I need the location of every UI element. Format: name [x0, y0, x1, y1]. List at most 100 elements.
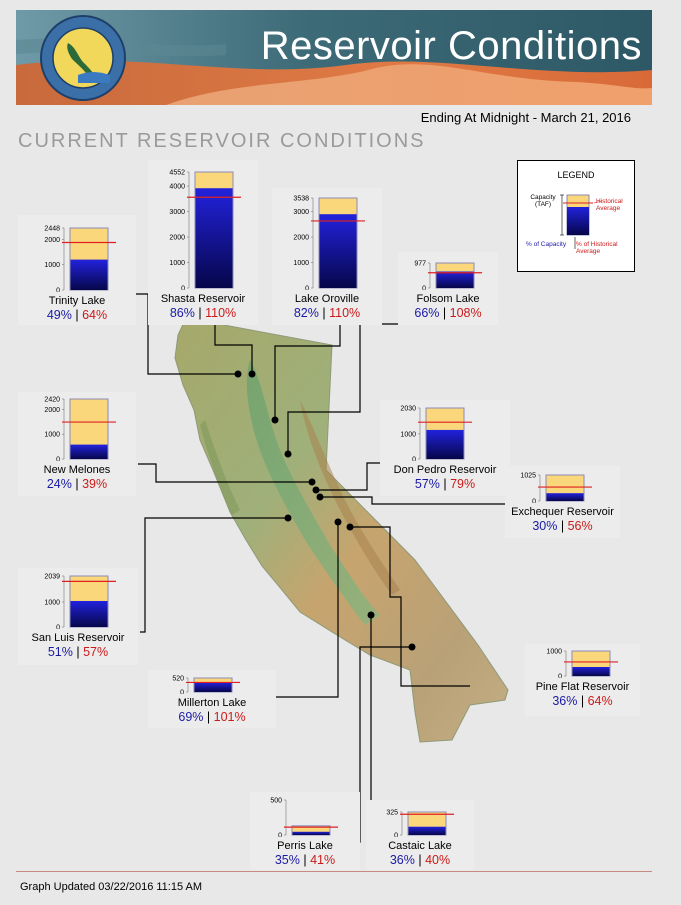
y-tick-label: 0 — [305, 286, 309, 291]
percent-of-historical-average: 56% — [567, 519, 593, 533]
legend-title: LEGEND — [557, 170, 595, 180]
percent-of-historical-average: 108% — [449, 306, 482, 320]
reservoir-card-don-pedro-reservoir: 0 1000 2030 Don Pedro Reservoir 57% | 79% — [380, 400, 510, 496]
reservoir-bar-chart: 0 1000 2000 2448 — [44, 226, 116, 293]
reservoir-percentages: 82% | 110% — [272, 306, 382, 320]
percent-of-historical-average: 79% — [450, 477, 476, 491]
reservoir-percentages: 51% | 57% — [18, 645, 138, 659]
report-date: Ending At Midnight - March 21, 2016 — [420, 110, 631, 125]
reservoir-bar-chart: 0 500 — [270, 798, 338, 838]
percent-of-capacity: 66% — [414, 306, 440, 320]
reservoir-card-pine-flat-reservoir: 0 1000 Pine Flat Reservoir 36% | 64% — [525, 644, 640, 716]
y-tick-label: 325 — [386, 810, 398, 817]
reservoir-card-folsom-lake: 0 977 Folsom Lake 66% | 108% — [398, 252, 498, 325]
storage-bar — [70, 444, 108, 459]
y-tick-label: 0 — [278, 833, 282, 838]
separator: | — [439, 306, 450, 320]
percent-of-capacity: 49% — [46, 308, 72, 322]
banner-title: Reservoir Conditions — [260, 24, 642, 68]
y-tick-label: 0 — [56, 457, 60, 462]
reservoir-percentages: 36% | 40% — [366, 853, 474, 867]
y-tick-label: 2000 — [44, 407, 60, 414]
y-tick-label: 2420 — [44, 397, 60, 404]
percent-of-historical-average: 40% — [425, 853, 451, 867]
dwr-seal-logo — [40, 15, 126, 101]
reservoir-percentages: 36% | 64% — [525, 694, 640, 708]
y-tick-label: 2039 — [44, 574, 60, 581]
reservoir-name: New Melones — [43, 464, 111, 476]
header-banner: Reservoir Conditions — [16, 10, 652, 105]
reservoir-percentages: 66% | 108% — [398, 306, 498, 320]
footer-divider — [16, 871, 652, 872]
reservoir-percentages: 57% | 79% — [380, 477, 510, 491]
y-tick-label: 1000 — [44, 599, 60, 606]
percent-of-historical-average: 64% — [587, 694, 613, 708]
reservoir-percentages: 86% | 110% — [148, 306, 258, 320]
y-tick-label: 2000 — [169, 235, 185, 242]
y-tick-label: 1025 — [520, 473, 536, 480]
reservoir-name: Don Pedro Reservoir — [393, 464, 497, 476]
legend-capacity-label: Capacity (TAF) — [530, 194, 556, 208]
y-tick-label: 3000 — [169, 209, 185, 216]
y-tick-label: 0 — [394, 833, 398, 838]
reservoir-name: Shasta Reservoir — [160, 293, 246, 305]
storage-bar — [546, 493, 584, 501]
y-tick-label: 2000 — [44, 237, 60, 244]
reservoir-name: Perris Lake — [277, 840, 333, 852]
reservoir-card-castaic-lake: 0 325 Castaic Lake 36% | 40% — [366, 800, 474, 870]
separator: | — [72, 645, 84, 659]
y-tick-label: 520 — [172, 676, 184, 683]
reservoir-card-exchequer-reservoir: 0 1025 Exchequer Reservoir 30% | 56% — [505, 466, 620, 538]
storage-bar — [70, 259, 108, 290]
y-tick-label: 3000 — [293, 209, 309, 216]
reservoir-bar-chart: 0 977 — [414, 261, 482, 290]
reservoir-percentages: 30% | 56% — [505, 519, 620, 533]
percent-of-historical-average: 57% — [83, 645, 109, 659]
reservoir-bar-chart: 0 1000 2000 3000 3538 — [293, 196, 365, 291]
percent-of-capacity: 51% — [47, 645, 73, 659]
y-tick-label: 4000 — [169, 184, 185, 191]
reservoir-bar-chart: 0 1000 2039 — [44, 574, 116, 629]
separator: | — [71, 308, 83, 322]
storage-bar — [319, 214, 357, 288]
y-tick-label: 0 — [181, 286, 185, 291]
legend-pct-historical-label: % of Historical Average — [576, 241, 618, 255]
reservoir-bar-chart: 0 520 — [172, 676, 240, 694]
graph-updated-timestamp: Graph Updated 03/22/2016 11:15 AM — [20, 881, 203, 893]
legend: LEGEND Capacity (TAF) Historical Average… — [517, 160, 635, 272]
y-tick-label: 1000 — [169, 260, 185, 267]
reservoir-percentages: 35% | 41% — [250, 853, 360, 867]
percent-of-capacity: 30% — [532, 519, 558, 533]
reservoir-percentages: 49% | 64% — [18, 308, 136, 322]
reservoir-name: Folsom Lake — [416, 293, 480, 305]
storage-bar — [194, 682, 232, 692]
y-tick-label: 2448 — [44, 226, 60, 233]
reservoir-bar-chart: 0 325 — [386, 810, 454, 838]
separator: | — [439, 477, 451, 491]
percent-of-historical-average: 110% — [329, 306, 361, 320]
y-tick-label: 500 — [270, 798, 282, 805]
reservoir-bar-chart: 0 1000 — [546, 649, 618, 678]
reservoir-card-trinity-lake: 0 1000 2000 2448 Trinity Lake 49% | 64% — [18, 215, 136, 325]
percent-of-capacity: 57% — [414, 477, 440, 491]
y-tick-label: 0 — [532, 499, 536, 504]
y-tick-label: 1000 — [400, 431, 416, 438]
reservoir-bar-chart: 0 1000 2030 — [400, 406, 472, 461]
storage-bar — [572, 667, 610, 676]
storage-bar — [426, 429, 464, 459]
reservoir-percentages: 24% | 39% — [18, 477, 136, 491]
separator: | — [557, 519, 568, 533]
storage-bar — [70, 600, 108, 627]
section-title: CURRENT RESERVOIR CONDITIONS — [18, 130, 426, 152]
reservoir-card-millerton-lake: 0 520 Millerton Lake 69% | 101% — [148, 670, 276, 728]
percent-of-historical-average: 110% — [205, 306, 237, 320]
y-tick-label: 1000 — [44, 262, 60, 269]
separator: | — [203, 710, 214, 724]
percent-of-capacity: 69% — [178, 710, 204, 724]
legend-pct-capacity-label: % of Capacity — [526, 241, 567, 248]
y-tick-label: 0 — [56, 288, 60, 293]
separator: | — [414, 853, 426, 867]
banner-background — [16, 10, 652, 105]
legend-graphic — [560, 194, 603, 249]
separator: | — [299, 853, 311, 867]
